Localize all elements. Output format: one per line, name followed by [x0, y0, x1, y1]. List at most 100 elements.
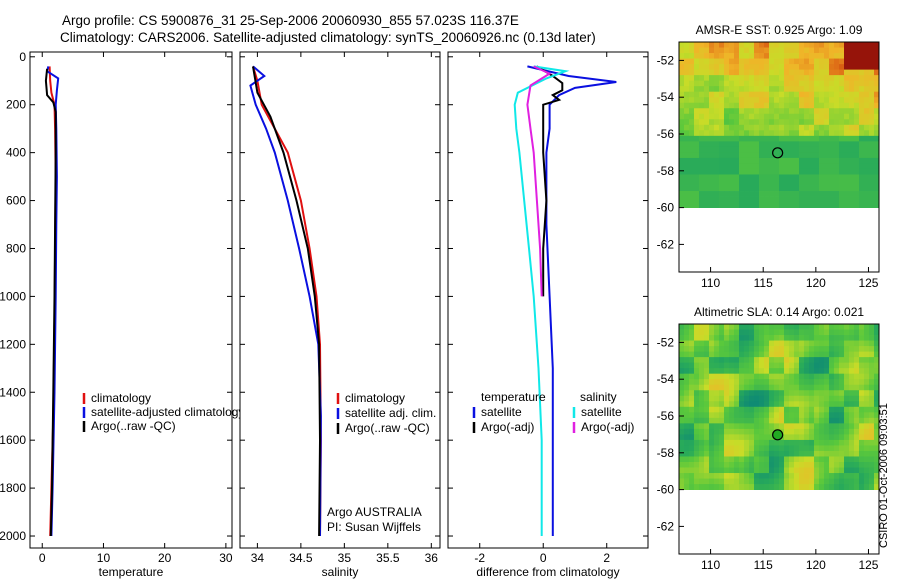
sst-map-cell — [679, 47, 685, 54]
sst-map-cell — [709, 185, 715, 192]
sla-map-cell — [744, 324, 750, 330]
sst-map-cell — [709, 58, 715, 65]
sla-map-cell — [714, 390, 720, 397]
sst-map-cell — [764, 202, 770, 208]
sla-map-cell — [724, 462, 730, 468]
sla-map-cell — [754, 478, 760, 485]
sla-map-cell — [809, 379, 815, 386]
sst-map-cell — [744, 168, 750, 175]
sst-map-cell — [789, 141, 795, 148]
sla-map-cell — [869, 439, 875, 446]
sla-map-cell — [804, 351, 810, 358]
sla-map-cell — [724, 445, 730, 452]
sst-map-cell — [819, 108, 825, 115]
sst-map-cell — [774, 146, 780, 153]
sla-map-cell — [824, 406, 830, 413]
sla-map-cell — [789, 462, 795, 468]
sst-map-cell — [849, 185, 855, 192]
sst-map-cell — [744, 64, 750, 70]
sst-map-cell — [874, 135, 880, 142]
sst-map-cell — [714, 119, 720, 126]
sla-map-cell — [774, 412, 780, 419]
sla-map-cell — [759, 395, 765, 402]
sst-map-cell — [679, 53, 685, 59]
sla-map-cell — [804, 324, 810, 330]
sla-map-cell — [874, 478, 880, 485]
sst-map-ytick-label: -56 — [657, 127, 675, 141]
sst-map-cell — [859, 130, 865, 137]
sst-map-cell — [824, 180, 830, 186]
sla-map-cell — [834, 445, 840, 452]
sla-map-cell — [734, 351, 740, 358]
sst-map-cell — [709, 130, 715, 137]
sst-map-cell — [854, 174, 860, 181]
sla-map-cell — [724, 346, 730, 352]
sla-map-cell — [779, 484, 785, 490]
sst-map-cell — [704, 141, 710, 148]
sst-map-cell — [789, 58, 795, 65]
sla-map-cell — [769, 406, 775, 413]
sst-map-cell — [869, 174, 875, 181]
difference-series-salinity-satellite — [513, 65, 570, 536]
sst-map-cell — [739, 108, 745, 115]
sla-map-cell — [699, 467, 705, 474]
sst-map-cell — [754, 69, 760, 76]
sla-map-cell — [849, 412, 855, 419]
sst-map-cell — [739, 75, 745, 82]
sla-map-cell — [699, 373, 705, 380]
sla-map-cell — [869, 390, 875, 397]
sst-map-cell — [704, 75, 710, 82]
sst-map-cell — [829, 202, 835, 208]
sla-map-cell — [829, 412, 835, 419]
sla-map-cell — [809, 434, 815, 441]
sst-map-cell — [689, 97, 695, 104]
sla-map-cell — [764, 473, 770, 479]
sst-map-cell — [764, 64, 770, 70]
sla-map-cell — [854, 357, 860, 364]
difference-legend-header-salinity: salinity — [580, 390, 617, 404]
sla-map-cell — [874, 401, 880, 408]
sst-map-cell — [714, 42, 720, 48]
sla-map-cell — [764, 379, 770, 386]
sla-map-cell — [779, 406, 785, 413]
sst-map-cell — [694, 75, 700, 82]
sst-map-cell — [714, 196, 720, 203]
sst-map-cell — [824, 174, 830, 181]
sst-map-cell — [714, 124, 720, 131]
sla-map-cell — [769, 484, 775, 490]
sla-map-cell — [824, 467, 830, 474]
sst-map-cell — [804, 135, 810, 142]
sst-map-cell — [769, 86, 775, 93]
sst-map-cell — [714, 130, 720, 137]
sst-map-cell — [799, 124, 805, 131]
sst-map-cell — [779, 191, 785, 197]
sla-map-cell — [769, 478, 775, 485]
sst-map-cell — [839, 113, 845, 120]
sst-map-cell — [844, 185, 850, 192]
sla-map-cell — [679, 450, 685, 457]
sst-map-cell — [814, 124, 820, 131]
sla-map-cell — [789, 467, 795, 474]
sla-map-cell — [744, 329, 750, 336]
sla-map-cell — [689, 395, 695, 402]
sla-map-cell — [734, 335, 740, 341]
sst-map-cell — [754, 42, 760, 48]
sst-map-cell — [804, 163, 810, 170]
sst-map-cell — [794, 91, 800, 98]
sla-map-cell — [779, 335, 785, 341]
sst-map-cell — [709, 47, 715, 54]
sla-map-cell — [819, 357, 825, 364]
sst-map-cell — [759, 102, 765, 109]
sst-map-cell — [684, 202, 690, 208]
sla-map-cell — [839, 324, 845, 330]
sst-map-cell — [844, 202, 850, 208]
sst-map-cell — [824, 196, 830, 203]
sla-map-cell — [699, 473, 705, 479]
sst-map-cell — [729, 130, 735, 137]
sla-map-cell — [714, 362, 720, 369]
sla-map-cell — [834, 450, 840, 457]
sst-map-cell — [849, 86, 855, 93]
sla-map-cell — [829, 428, 835, 435]
sst-map-cell — [874, 163, 880, 170]
sst-map-cell — [829, 80, 835, 87]
